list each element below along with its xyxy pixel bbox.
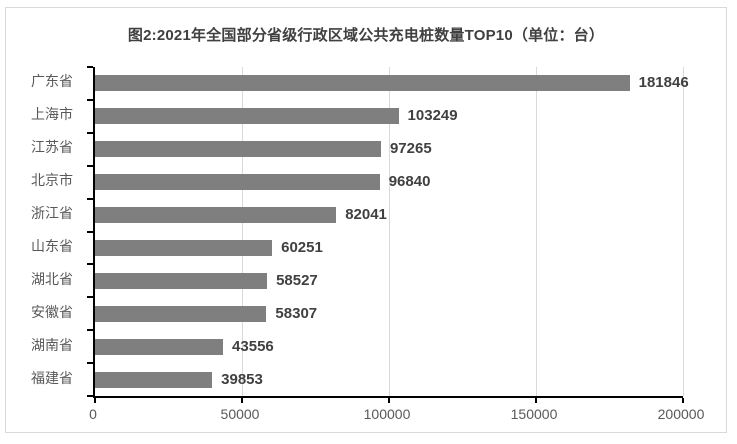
x-axis-tick-label: 100000 <box>363 406 411 422</box>
category-label: 湖南省 <box>31 338 73 354</box>
gridline <box>536 67 537 396</box>
value-axis-labels: 0 50000 100000 150000 200000 <box>89 406 704 426</box>
category-label: 上海市 <box>31 108 73 124</box>
bar <box>95 207 337 224</box>
bar <box>95 141 381 158</box>
value-label: 43556 <box>232 337 274 355</box>
gridline <box>389 67 390 396</box>
bar <box>95 75 630 92</box>
category-label: 广东省 <box>31 75 73 91</box>
category-label: 福建省 <box>31 371 73 387</box>
x-axis-tick <box>535 398 537 403</box>
y-axis-tick <box>87 98 93 101</box>
category-label: 湖北省 <box>31 272 73 288</box>
gridline <box>683 67 684 396</box>
y-axis-tick <box>87 131 93 134</box>
bar <box>95 174 380 191</box>
value-label: 58307 <box>275 304 318 322</box>
value-label: 39853 <box>221 370 263 388</box>
y-axis-tick <box>87 263 93 266</box>
y-axis-tick <box>87 197 93 200</box>
x-axis-tick-label: 200000 <box>657 406 705 422</box>
value-label: 96840 <box>388 173 431 191</box>
x-axis-tick-label: 0 <box>89 406 97 422</box>
y-axis-tick <box>87 164 93 167</box>
category-label: 江苏省 <box>31 141 73 157</box>
y-axis-tick <box>87 329 93 332</box>
value-label: 58527 <box>276 271 318 289</box>
bar <box>95 305 267 322</box>
gridline <box>242 67 243 396</box>
value-label: 97265 <box>389 140 432 158</box>
y-axis-tick <box>87 296 93 299</box>
category-label: 山东省 <box>31 239 73 255</box>
x-axis-tick <box>94 398 96 403</box>
y-axis-tick <box>87 230 93 233</box>
bar <box>95 239 273 256</box>
plot-area: 181846 103249 97265 96840 82041 60251 58527 583… <box>87 66 689 403</box>
category-label: 北京市 <box>31 174 73 190</box>
x-axis-tick <box>682 398 684 403</box>
category-axis-labels: 广东省上海市江苏省北京市浙江省山东省湖北省安徽省湖南省福建省 <box>12 67 87 396</box>
category-label: 浙江省 <box>31 207 73 223</box>
x-axis-tick <box>241 398 243 403</box>
category-label: 安徽省 <box>31 305 73 321</box>
bar <box>95 108 399 125</box>
x-axis-tick-label: 50000 <box>220 406 260 422</box>
bar <box>95 338 224 355</box>
bar <box>95 371 213 388</box>
x-axis-tick <box>388 398 390 403</box>
value-label: 60251 <box>281 238 323 256</box>
y-axis-tick <box>87 362 93 365</box>
chart-title: 图2:2021年全国部分省级行政区域公共充电桩数量TOP10（单位：台） <box>127 27 605 44</box>
value-label: 103249 <box>407 107 458 125</box>
x-axis-tick-label: 150000 <box>510 406 558 422</box>
value-label: 82041 <box>345 206 387 224</box>
y-axis-tick <box>87 395 93 397</box>
y-axis-tick <box>87 66 93 68</box>
chart-frame: 图2:2021年全国部分省级行政区域公共充电桩数量TOP10（单位：台） 广东省… <box>5 7 727 433</box>
bar <box>95 272 268 289</box>
value-label: 181846 <box>638 74 689 92</box>
